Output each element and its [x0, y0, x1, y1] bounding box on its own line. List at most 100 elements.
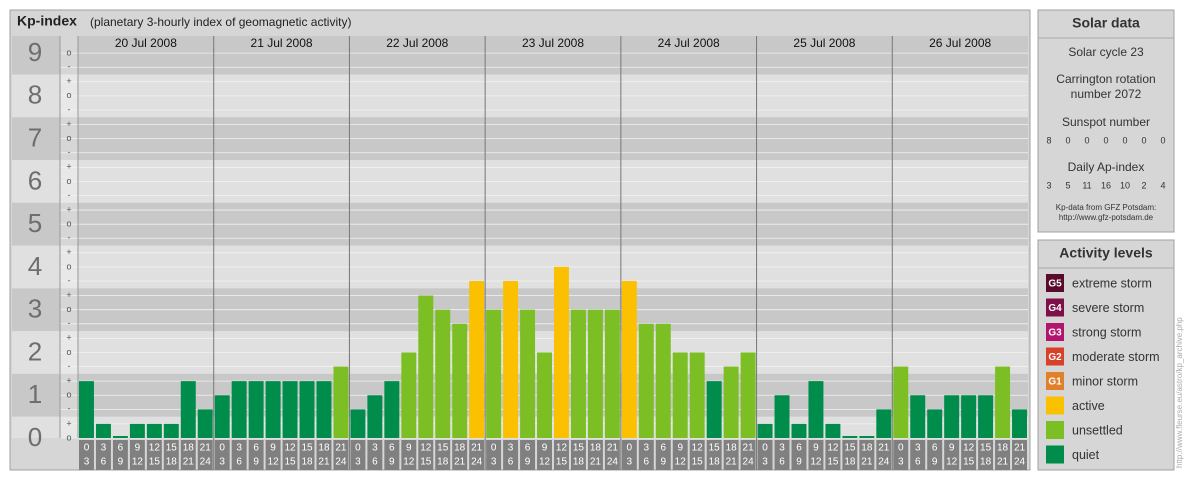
hour-start: 6: [796, 443, 802, 454]
hour-start: 15: [980, 443, 992, 454]
hour-end: 18: [301, 457, 313, 468]
bar: [910, 395, 926, 438]
hour-start: 6: [660, 443, 666, 454]
subcol: [60, 36, 78, 438]
bar: [503, 281, 519, 438]
hour-start: 12: [827, 443, 839, 454]
hour-box: [554, 440, 569, 470]
hour-start: 3: [101, 443, 107, 454]
hour-end: 6: [101, 457, 107, 468]
hour-end: 9: [932, 457, 938, 468]
hour-start: 9: [135, 443, 141, 454]
hour-start: 0: [898, 443, 904, 454]
hour-box: [927, 440, 943, 470]
ap-value: 10: [1120, 180, 1130, 190]
minor-tick-label: -: [68, 190, 71, 200]
hour-box: [418, 440, 434, 470]
subtitle: (planetary 3-hourly index of geomagnetic…: [90, 15, 351, 29]
minor-tick-label: +: [66, 333, 71, 343]
bar: [248, 381, 264, 438]
hour-end: 18: [844, 457, 856, 468]
source: http://www.gfz-potsdam.de: [1059, 213, 1154, 222]
solar-title: Solar data: [1072, 15, 1140, 31]
hour-end: 18: [980, 457, 992, 468]
bar: [350, 409, 366, 438]
minor-tick-label: o: [66, 176, 71, 186]
level-swatch: [1046, 347, 1064, 366]
hour-box: [791, 440, 807, 470]
level-label: active: [1072, 399, 1105, 413]
hour-start: 6: [118, 443, 124, 454]
bar: [893, 366, 909, 438]
hour-end: 12: [675, 457, 687, 468]
sunspot-title: Sunspot number: [1062, 115, 1150, 129]
hour-box: [146, 440, 162, 470]
hour-end: 3: [355, 457, 361, 468]
minor-tick-label: -: [68, 233, 71, 243]
level-swatch: [1046, 274, 1064, 292]
solar-panel: [1037, 9, 1175, 233]
bar: [435, 309, 451, 438]
hour-box: [333, 440, 349, 470]
hour-end: 9: [118, 457, 124, 468]
ap-value: 2: [1141, 180, 1146, 190]
hour-end: 12: [268, 457, 280, 468]
source: Kp-data from GFZ Potsdam:: [1056, 203, 1156, 212]
side-url: http://www.fleurse.eu/astro/kp_archive.p…: [1175, 317, 1184, 468]
hour-end: 18: [437, 457, 449, 468]
hour-start: 15: [573, 443, 585, 454]
day-label: 26 Jul 2008: [929, 36, 991, 50]
level-badge: G2: [1048, 352, 1062, 363]
bar: [112, 436, 128, 438]
y-tick-label: 0: [28, 422, 42, 452]
hour-box: [435, 440, 451, 470]
hour-box: [214, 440, 230, 470]
day-label: 25 Jul 2008: [793, 36, 855, 50]
bar: [418, 295, 434, 438]
bar: [95, 423, 111, 438]
bar: [180, 381, 196, 438]
hour-box: [197, 440, 213, 470]
hour-box: [401, 440, 417, 470]
hour-end: 3: [491, 457, 497, 468]
level-badge: G3: [1048, 328, 1062, 339]
sunspot-value: 0: [1122, 135, 1127, 145]
hour-start: 12: [149, 443, 161, 454]
hour-start: 21: [878, 443, 890, 454]
hour-end: 24: [878, 457, 890, 468]
level-swatch: [1046, 396, 1064, 415]
bar: [520, 309, 536, 438]
hour-end: 21: [183, 457, 195, 468]
hour-box: [248, 440, 264, 470]
hour-end: 9: [525, 457, 531, 468]
bar: [876, 409, 892, 438]
hour-start: 6: [932, 443, 938, 454]
minor-tick-label: o: [66, 304, 71, 314]
bar: [774, 395, 790, 438]
levels-title: Activity levels: [1059, 245, 1153, 261]
day-label: 23 Jul 2008: [522, 36, 584, 50]
hour-box: [265, 440, 281, 470]
minor-tick-label: +: [66, 76, 71, 86]
hour-start: 0: [355, 443, 361, 454]
minor-tick-label: +: [66, 375, 71, 385]
hour-end: 21: [318, 457, 330, 468]
hour-end: 9: [253, 457, 259, 468]
sunspot-value: 0: [1065, 135, 1070, 145]
y-tick-label: 8: [28, 80, 42, 110]
bar: [825, 423, 841, 438]
bar: [842, 436, 858, 438]
ap-title: Daily Ap-index: [1068, 160, 1145, 174]
hour-start: 3: [779, 443, 785, 454]
hour-start: 12: [963, 443, 975, 454]
hour-box: [944, 440, 960, 470]
hour-box: [537, 440, 552, 470]
hour-end: 15: [692, 457, 704, 468]
bar: [859, 436, 875, 438]
hour-end: 15: [963, 457, 975, 468]
bar: [197, 409, 213, 438]
y-tick-label: 5: [28, 208, 42, 238]
bar: [469, 281, 485, 438]
hour-start: 3: [508, 443, 514, 454]
